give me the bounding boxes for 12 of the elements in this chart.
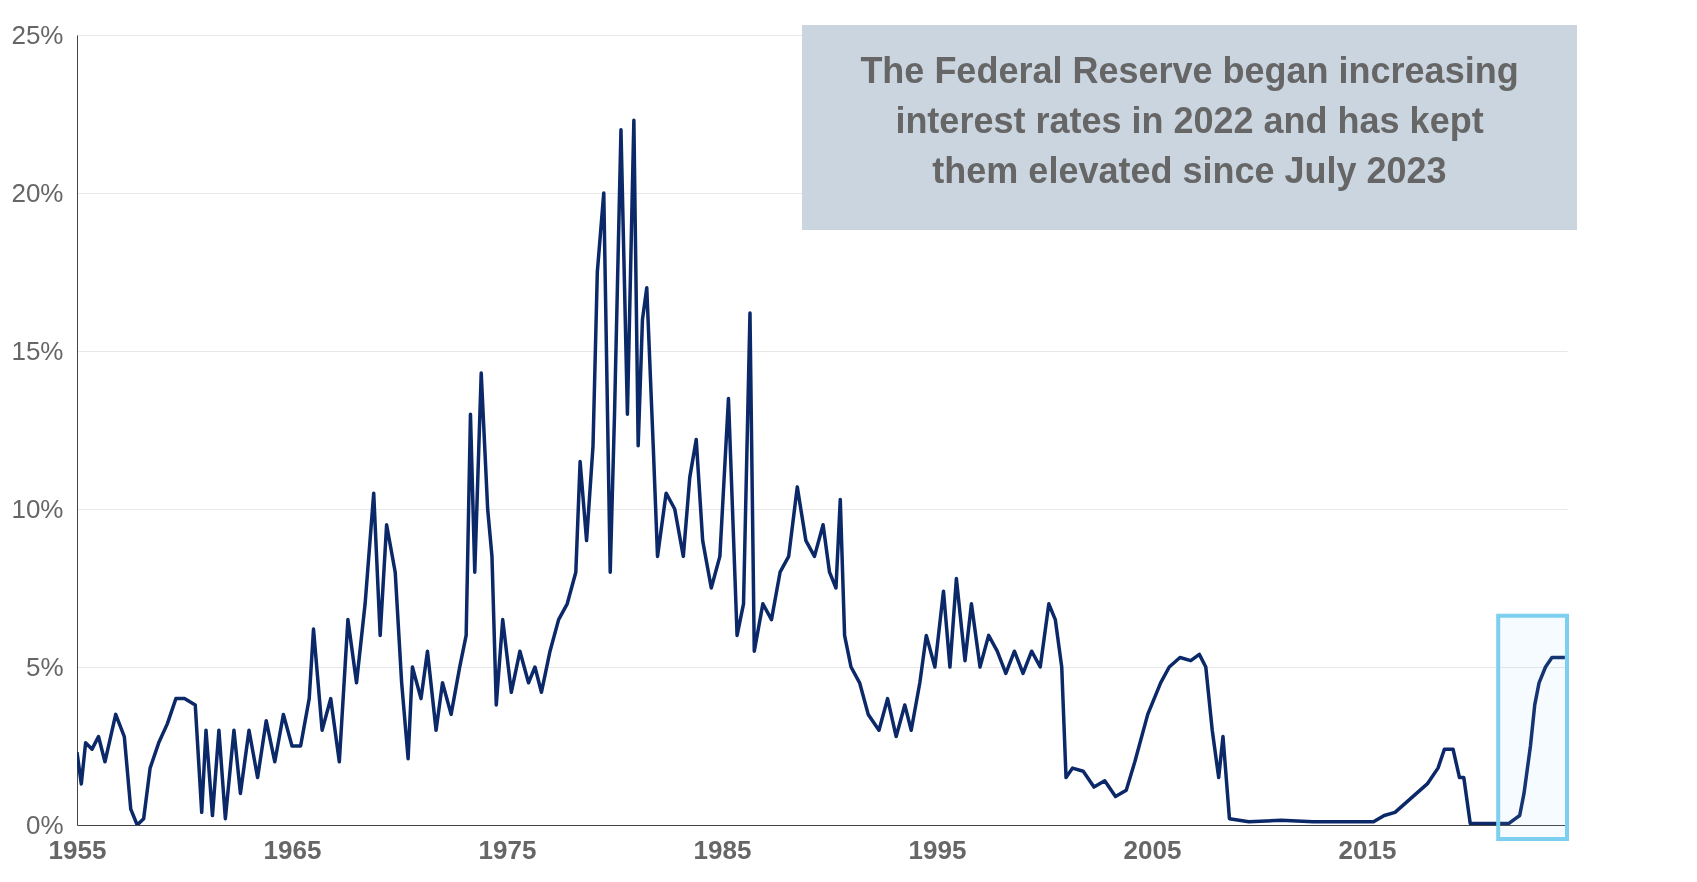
y-tick-label: 5% [25,651,64,682]
y-tick-label: 10% [11,493,64,524]
x-tick-label: 2015 [1338,834,1397,865]
annotation: The Federal Reserve began increasing interest rates in 2022 and has kept them elevated since July 2023 [860,50,1519,191]
x-tick-label: 2005 [1123,834,1182,865]
y-tick-label: 20% [11,177,64,208]
x-tick-label: 1985 [693,834,752,865]
x-tick-label: 1975 [478,834,537,865]
x-tick-label: 1965 [263,834,322,865]
y-tick-label: 25% [11,19,64,50]
y-tick-label: 15% [11,335,64,366]
x-tick-label: 1995 [908,834,967,865]
